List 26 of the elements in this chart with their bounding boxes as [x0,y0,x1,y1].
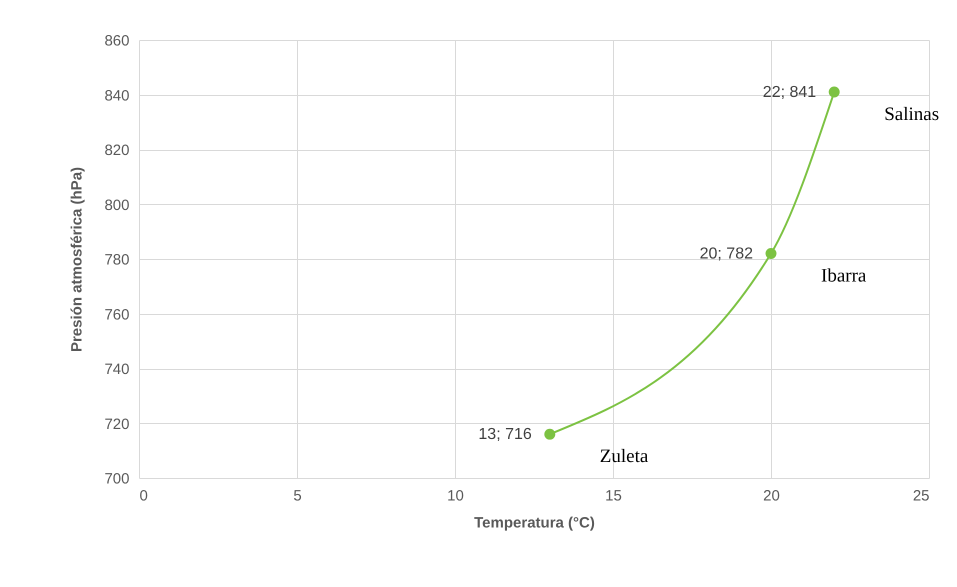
point [766,248,776,259]
x-tick-label: 5 [293,488,302,504]
y-tick-label: 760 [104,306,130,324]
y-tick-label: 720 [104,416,130,433]
point [828,86,840,98]
y-tick-label: 820 [104,142,130,159]
x-axis-title: Temperatura (°C) [474,514,595,532]
data-label: 22; 841 [762,84,816,102]
annotation: Zuleta [600,446,649,468]
x-tick-label: 15 [605,488,622,504]
x-tick-label: 0 [140,488,148,504]
y-tick-label: 780 [104,252,130,268]
x-tick-label: 20 [763,488,780,504]
annotation: Salinas [884,104,940,126]
y-tick-label: 700 [104,470,130,488]
x-tick-label: 10 [447,488,464,504]
data-label: 20; 782 [700,246,754,263]
y-tick-label: 800 [104,196,130,214]
data-label: 13; 716 [478,426,532,444]
y-tick-label: 860 [104,32,130,50]
y-tick-label: 740 [104,361,130,378]
y-axis-title: Presión atmosférica (hPa) [68,166,86,352]
x-tick-label: 25 [912,488,930,504]
annotation: Ibarra [821,266,867,287]
y-tick-label: 840 [104,87,130,104]
point [544,428,556,440]
